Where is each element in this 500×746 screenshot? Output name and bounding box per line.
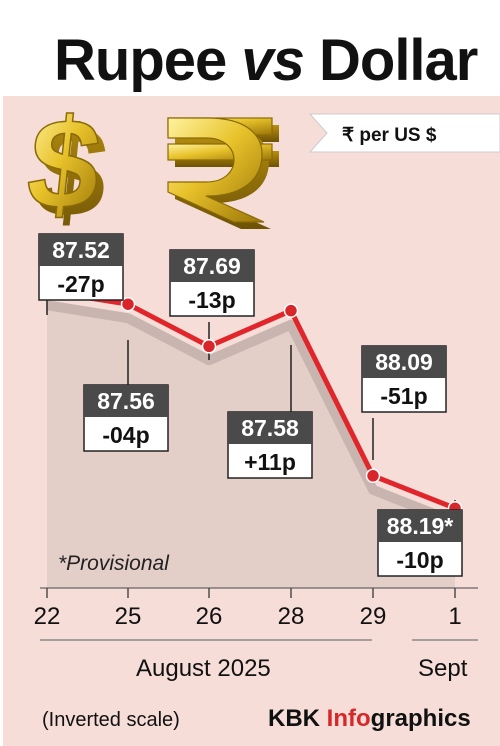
x-tick-label: 26 [196,603,223,630]
label-box-header [84,385,168,417]
svg-text:$: $ [28,101,114,244]
label-box-header [228,412,312,444]
label-box-header [170,250,254,282]
provisional-note: *Provisional [58,552,170,575]
data-label-box: 88.19* -10p [377,509,463,577]
unit-tag: ₹ per US $ [308,113,500,153]
month-label-sept: Sept [418,655,468,682]
data-label-change: -04p [102,422,149,448]
data-label-box: 87.56 -04p [83,384,169,452]
data-label-boxes: 87.52 -27p 87.56 -04p 87.69 -13p 87.58 +11p 88.0… [38,233,463,577]
data-point [283,303,299,318]
data-label-box: 87.58 +11p [227,411,313,479]
data-label-change: -10p [396,547,443,573]
x-axis-ticks: 22 25 26 28 29 1 [34,588,462,630]
data-label-change: -51p [380,383,427,409]
data-point [120,296,136,312]
data-label-change: +11p [244,449,296,475]
month-label-august: August 2025 [136,655,271,682]
page-title: Rupee vs Dollar [54,28,478,93]
leader-lines [46,298,456,510]
data-label-value: 87.58 [241,415,299,441]
data-label-box: 87.69 -13p [169,249,255,317]
data-point [365,468,381,484]
data-label-value: 87.56 [97,388,155,414]
x-tick-label: 25 [115,603,142,630]
dollar-sign-icon: $ $ [20,93,114,244]
data-label-box: 88.09 -51p [361,345,447,413]
data-label-value: 88.09 [375,349,433,375]
label-box-header [378,510,462,542]
svg-text:$: $ [21,93,107,236]
label-box-header [362,346,446,378]
data-label-box: 87.52 -27p [38,233,124,301]
data-label-value: 87.52 [52,237,110,263]
x-tick-label: 1 [448,603,461,630]
rupee-sign-icon [167,117,279,229]
series-line-layer [46,288,456,511]
data-point [201,339,217,354]
label-box-header [39,234,123,266]
series-line [46,288,456,511]
data-label-change: -27p [57,271,104,297]
credit-label: KBK Infographics [268,705,471,732]
data-label-value: 88.19* [387,513,454,539]
x-tick-label: 28 [278,603,305,630]
line-shadow [46,300,457,527]
x-tick-label: 29 [360,603,387,630]
data-label-value: 87.69 [183,253,241,279]
data-label-change: -13p [188,287,235,313]
inverted-scale-note: (Inverted scale) [42,709,180,731]
unit-label: ₹ per US $ [342,125,437,146]
x-tick-label: 22 [34,603,61,630]
